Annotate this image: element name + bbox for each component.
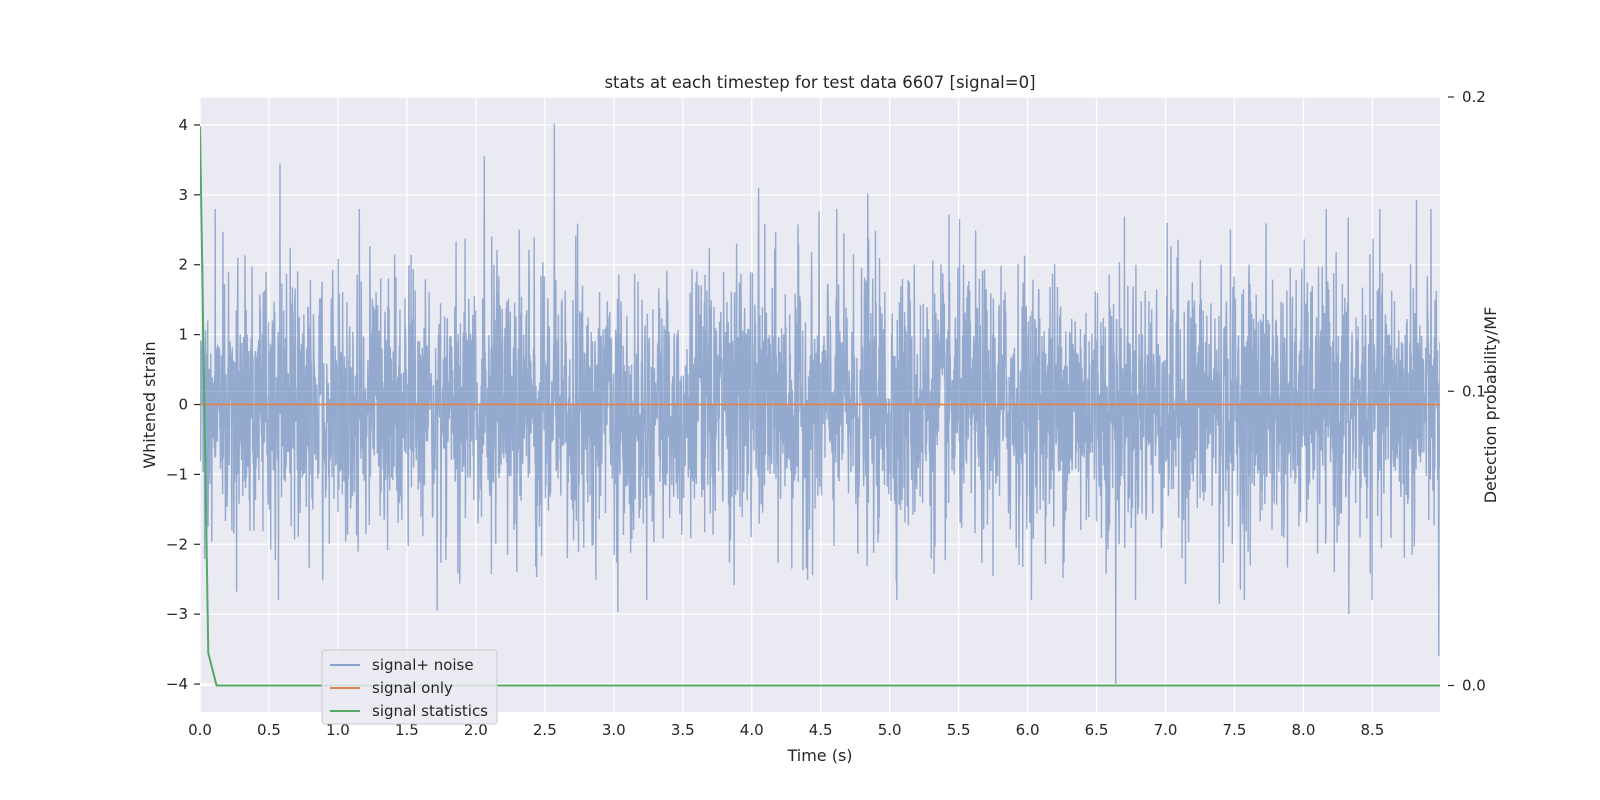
x-axis-label: Time (s) — [786, 746, 852, 765]
y-tick-label: −2 — [166, 535, 188, 553]
y-tick-label: 0 — [178, 396, 188, 414]
y-tick-label: 1 — [178, 326, 188, 344]
x-tick-label: 0.5 — [257, 721, 281, 739]
legend-box — [321, 649, 498, 725]
x-tick-label: 7.0 — [1154, 721, 1178, 739]
y-tick-label: −4 — [166, 675, 188, 693]
x-tick-label: 5.5 — [947, 721, 971, 739]
y-tick-label: −3 — [166, 605, 188, 623]
x-tick-label: 2.0 — [464, 721, 488, 739]
series-layer — [200, 123, 1440, 687]
x-tick-label: 8.0 — [1292, 721, 1316, 739]
x-tick-label: 1.0 — [326, 721, 350, 739]
series-signal-noise — [200, 123, 1440, 685]
y2-tick-label: 0.1 — [1462, 382, 1486, 400]
x-tick-label: 4.5 — [809, 721, 833, 739]
x-tick-label: 8.5 — [1360, 721, 1384, 739]
x-tick-label: 2.5 — [533, 721, 557, 739]
legend: signal+ noise signal only signal statistic… — [321, 649, 498, 725]
x-tick-label: 6.5 — [1085, 721, 1109, 739]
legend-label-0: signal+ noise — [372, 656, 474, 674]
x-tick-label: 3.0 — [602, 721, 626, 739]
x-tick-label: 6.0 — [1016, 721, 1040, 739]
y2-tick-label: 0.0 — [1462, 677, 1486, 695]
y-tick-label: 4 — [178, 116, 188, 134]
y-tick-label: −1 — [166, 465, 188, 483]
legend-label-1: signal only — [372, 679, 453, 697]
y-tick-label: 2 — [178, 256, 188, 274]
legend-label-2: signal statistics — [372, 702, 488, 720]
x-tick-label: 3.5 — [671, 721, 695, 739]
axes: 0.0 0.5 1.0 1.5 2.0 2.5 3.0 3.5 4.0 4.5 5.0 5.5 6.0 6… — [166, 88, 1486, 739]
x-tick-label: 5.0 — [878, 721, 902, 739]
chart-title: stats at each timestep for test data 660… — [604, 73, 1035, 92]
y2-axis-label: Detection probability/MF — [1481, 307, 1500, 504]
x-tick-label: 7.5 — [1223, 721, 1247, 739]
x-tick-label: 4.0 — [740, 721, 764, 739]
y-tick-label: 3 — [178, 186, 188, 204]
x-tick-label: 0.0 — [188, 721, 212, 739]
x-tick-label: 1.5 — [395, 721, 419, 739]
y-axis-label: Whitened strain — [140, 341, 159, 468]
series-signal-statistics — [200, 126, 1440, 687]
y2-tick-label: 0.2 — [1462, 88, 1486, 106]
